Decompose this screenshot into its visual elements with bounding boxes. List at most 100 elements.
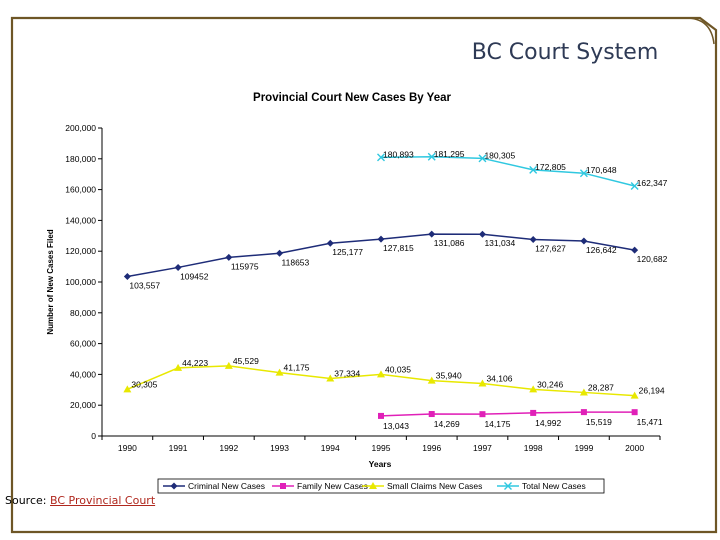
legend-swatch-marker	[504, 482, 512, 490]
frame-border	[10, 16, 718, 534]
data-label: 109452	[180, 271, 209, 281]
data-label: 41,175	[284, 363, 310, 373]
legend-entry-label: Total New Cases	[522, 481, 586, 491]
data-label: 126,642	[586, 245, 617, 255]
y-tick-label: 140,000	[65, 215, 96, 225]
y-tick-label: 40,000	[70, 369, 96, 379]
data-label: 103,557	[129, 281, 160, 291]
data-point-marker	[529, 385, 538, 393]
x-tick-label: 1996	[422, 443, 441, 453]
data-label: 162,347	[637, 178, 668, 188]
data-label: 120,682	[637, 254, 668, 264]
data-label: 34,106	[486, 373, 512, 383]
data-point-marker	[378, 412, 384, 419]
data-point-marker	[377, 235, 385, 243]
data-point-marker	[530, 409, 537, 416]
chart-axes: 0 20,000 40,000 60,000 80,000 100,000 120,000 1…	[65, 123, 661, 453]
data-point-marker	[427, 376, 436, 384]
legend-swatch-marker	[170, 482, 178, 490]
data-point-marker	[377, 153, 385, 162]
data-label: 26,194	[639, 386, 665, 396]
x-axis-title: Years	[369, 459, 392, 469]
source-label: Source:	[5, 494, 47, 507]
y-tick-label: 80,000	[70, 308, 96, 318]
legend-entry-label: Small Claims New Cases	[387, 481, 482, 491]
data-point-marker	[479, 411, 486, 418]
legend-swatch-marker	[369, 482, 377, 489]
data-label: 181,295	[434, 149, 465, 159]
legend-entry-label: Criminal New Cases	[188, 481, 265, 491]
x-tick-label: 1990	[118, 443, 137, 453]
y-axis-title: Number of New Cases Filed	[46, 229, 55, 334]
data-label: 125,177	[332, 247, 363, 257]
slide-title: BC Court System	[471, 40, 659, 65]
data-point-marker	[276, 249, 284, 257]
data-point-marker	[631, 246, 639, 254]
series-line-1	[380, 411, 635, 417]
data-label: 118653	[282, 257, 310, 267]
data-point-marker	[174, 263, 182, 271]
data-label: 172,805	[535, 162, 566, 172]
data-label: 35,940	[436, 371, 462, 381]
data-label: 14,992	[535, 418, 561, 428]
data-label: 131,034	[484, 238, 515, 248]
data-label: 13,043	[383, 421, 409, 431]
x-tick-label: 1994	[321, 443, 340, 453]
data-point-marker	[326, 374, 335, 382]
legend-entry-label: Family New Cases	[297, 481, 368, 491]
data-point-marker	[478, 379, 487, 387]
x-tick-label: 1992	[219, 443, 238, 453]
data-label: 180,893	[383, 149, 414, 159]
data-label: 15,519	[586, 417, 612, 427]
data-point-marker	[275, 368, 284, 376]
data-point-marker	[631, 409, 638, 416]
data-point-marker	[580, 237, 588, 245]
chart-legend: Criminal New Cases Family New Cases Small …	[157, 478, 605, 494]
chart-data-labels: 103,557 109452 115975 118653 125,177 127,815 1…	[129, 149, 667, 431]
source-line: Source: BC Provincial Court	[5, 494, 155, 507]
data-label: 45,529	[233, 356, 259, 366]
x-tick-label: 1999	[574, 443, 593, 453]
x-tick-label: 1991	[169, 443, 188, 453]
data-point-marker	[326, 239, 334, 247]
x-tick-label: 1998	[524, 443, 543, 453]
data-label: 127,627	[535, 243, 566, 253]
y-tick-label: 0	[91, 431, 96, 441]
data-point-marker	[579, 388, 588, 396]
data-label: 40,035	[385, 364, 411, 374]
data-label: 170,648	[586, 165, 617, 175]
data-point-marker	[579, 169, 588, 178]
data-point-marker	[630, 391, 639, 399]
data-point-marker	[580, 409, 587, 416]
data-label: 127,815	[383, 243, 414, 253]
data-label: 28,287	[588, 382, 614, 392]
data-label: 115975	[231, 261, 259, 271]
data-label: 30,305	[131, 379, 157, 389]
chart-series	[123, 152, 639, 419]
data-label: 30,246	[537, 379, 563, 389]
y-tick-label: 180,000	[65, 154, 96, 164]
frame-corner-curl	[685, 17, 715, 45]
data-point-marker	[123, 385, 132, 393]
y-tick-label: 100,000	[65, 277, 96, 287]
source-link[interactable]: BC Provincial Court	[50, 494, 156, 507]
data-label: 131,086	[434, 238, 465, 248]
y-tick-label: 200,000	[65, 123, 96, 133]
y-tick-label: 120,000	[65, 246, 96, 256]
data-label: 15,471	[637, 417, 663, 427]
data-point-marker	[123, 273, 131, 281]
y-tick-label: 60,000	[70, 339, 96, 349]
data-point-marker	[427, 152, 436, 161]
y-tick-label: 20,000	[70, 400, 96, 410]
data-point-marker	[174, 363, 183, 371]
data-point-marker	[428, 230, 436, 238]
data-point-marker	[630, 181, 639, 190]
data-label: 44,223	[182, 358, 208, 368]
x-tick-label: 2000	[625, 443, 644, 453]
legend-swatch-marker	[280, 483, 286, 489]
x-tick-label: 1993	[270, 443, 289, 453]
data-point-marker	[225, 253, 233, 261]
data-point-marker	[428, 411, 435, 418]
data-point-marker	[529, 165, 538, 174]
